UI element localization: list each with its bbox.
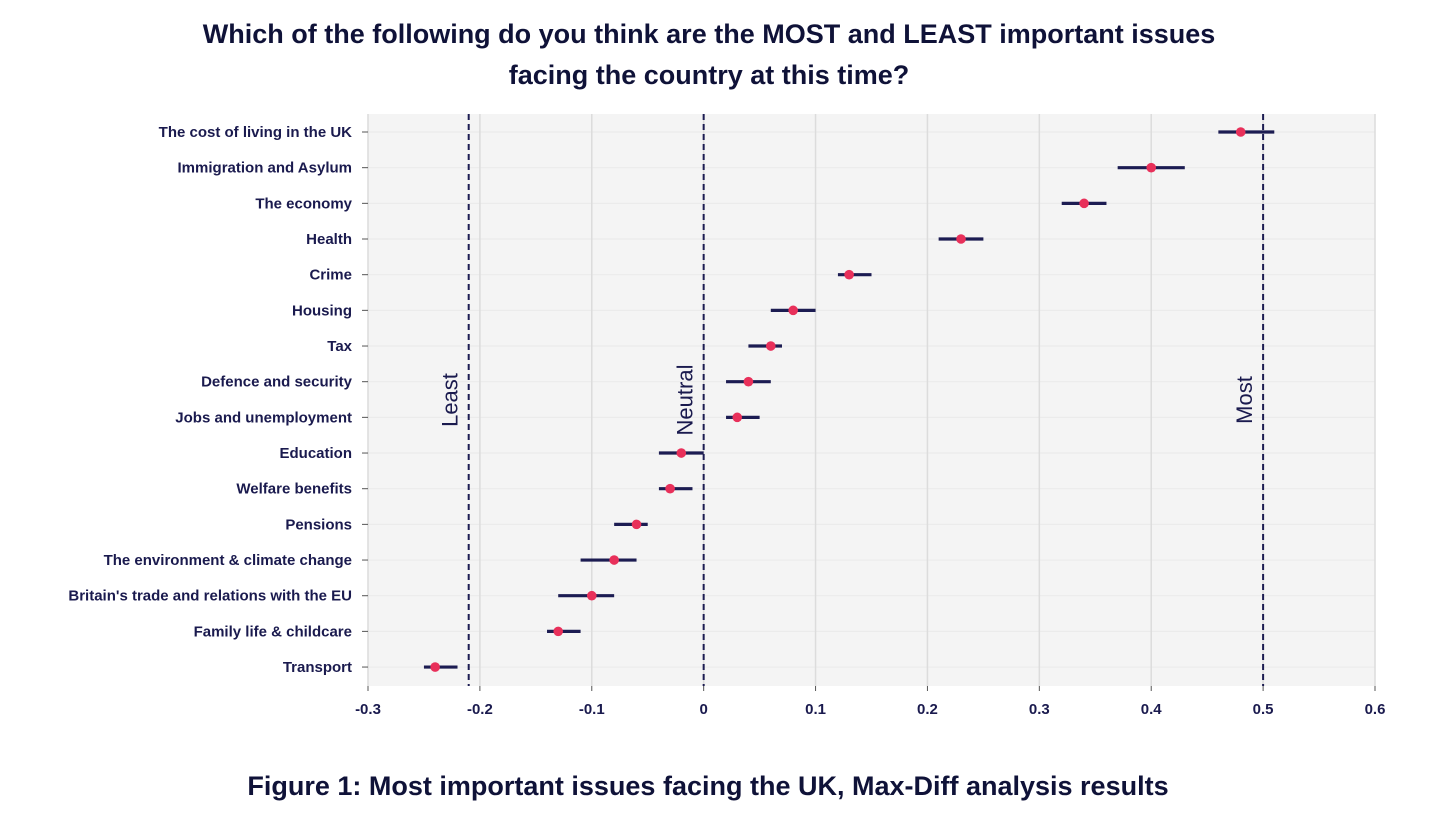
data-point bbox=[743, 376, 754, 387]
data-point bbox=[1235, 127, 1246, 137]
category-label: Defence and security bbox=[201, 374, 353, 391]
chart-title: Which of the following do you think are … bbox=[0, 14, 1418, 96]
category-label: Transport bbox=[283, 659, 352, 676]
category-label: Britain's trade and relations with the E… bbox=[68, 588, 352, 605]
x-tick-label: -0.3 bbox=[355, 701, 381, 718]
category-label: Welfare benefits bbox=[236, 481, 352, 498]
category-label: Jobs and unemployment bbox=[175, 409, 352, 426]
x-tick-label: 0.3 bbox=[1029, 701, 1050, 718]
chart-title-line-1: Which of the following do you think are … bbox=[202, 19, 1216, 49]
category-label: Education bbox=[279, 445, 352, 462]
data-point bbox=[609, 555, 619, 565]
data-point bbox=[732, 412, 743, 423]
category-label: The cost of living in the UK bbox=[159, 124, 353, 141]
x-tick-label: 0.6 bbox=[1365, 701, 1386, 718]
x-tick-label: 0.1 bbox=[805, 701, 826, 718]
x-tick-label: 0.4 bbox=[1141, 701, 1163, 718]
category-label: Immigration and Asylum bbox=[178, 160, 352, 177]
category-label: Housing bbox=[292, 302, 352, 319]
data-point bbox=[676, 448, 687, 458]
x-tick-label: 0 bbox=[699, 701, 707, 718]
category-label: The economy bbox=[255, 195, 352, 212]
data-point bbox=[553, 626, 564, 637]
category-label: The environment & climate change bbox=[104, 552, 352, 569]
category-label: Health bbox=[306, 231, 352, 248]
data-point bbox=[665, 483, 675, 494]
data-point bbox=[430, 662, 440, 672]
category-label: Crime bbox=[309, 267, 352, 284]
x-tick-label: 0.2 bbox=[917, 701, 938, 718]
data-point bbox=[631, 519, 642, 530]
plot-panel bbox=[368, 114, 1375, 686]
x-tick-label: -0.1 bbox=[579, 701, 605, 718]
data-point bbox=[586, 590, 597, 601]
category-label: Tax bbox=[327, 338, 352, 355]
data-point bbox=[956, 234, 966, 244]
data-point bbox=[1079, 198, 1089, 209]
data-point bbox=[766, 341, 776, 351]
x-tick-label: 0.5 bbox=[1253, 701, 1274, 718]
chart-svg: -0.3 -0.2 -0.1 0 0.1 0.2 0.3 0.4 0.5 0.6 The cost … bbox=[68, 114, 1386, 718]
category-label: Pensions bbox=[285, 516, 352, 533]
data-point bbox=[1146, 162, 1157, 173]
reference-label-neutral: Neutral bbox=[673, 365, 698, 436]
reference-label-least: Least bbox=[438, 373, 463, 427]
chart-title-line-2: facing the country at this time? bbox=[508, 60, 910, 90]
reference-label-most: Most bbox=[1232, 376, 1257, 424]
x-tick-label: -0.2 bbox=[467, 701, 493, 718]
category-label: Family life & childcare bbox=[194, 623, 352, 640]
data-point bbox=[844, 269, 854, 280]
data-point bbox=[788, 305, 798, 316]
figure-caption: Figure 1: Most important issues facing t… bbox=[247, 771, 1169, 801]
